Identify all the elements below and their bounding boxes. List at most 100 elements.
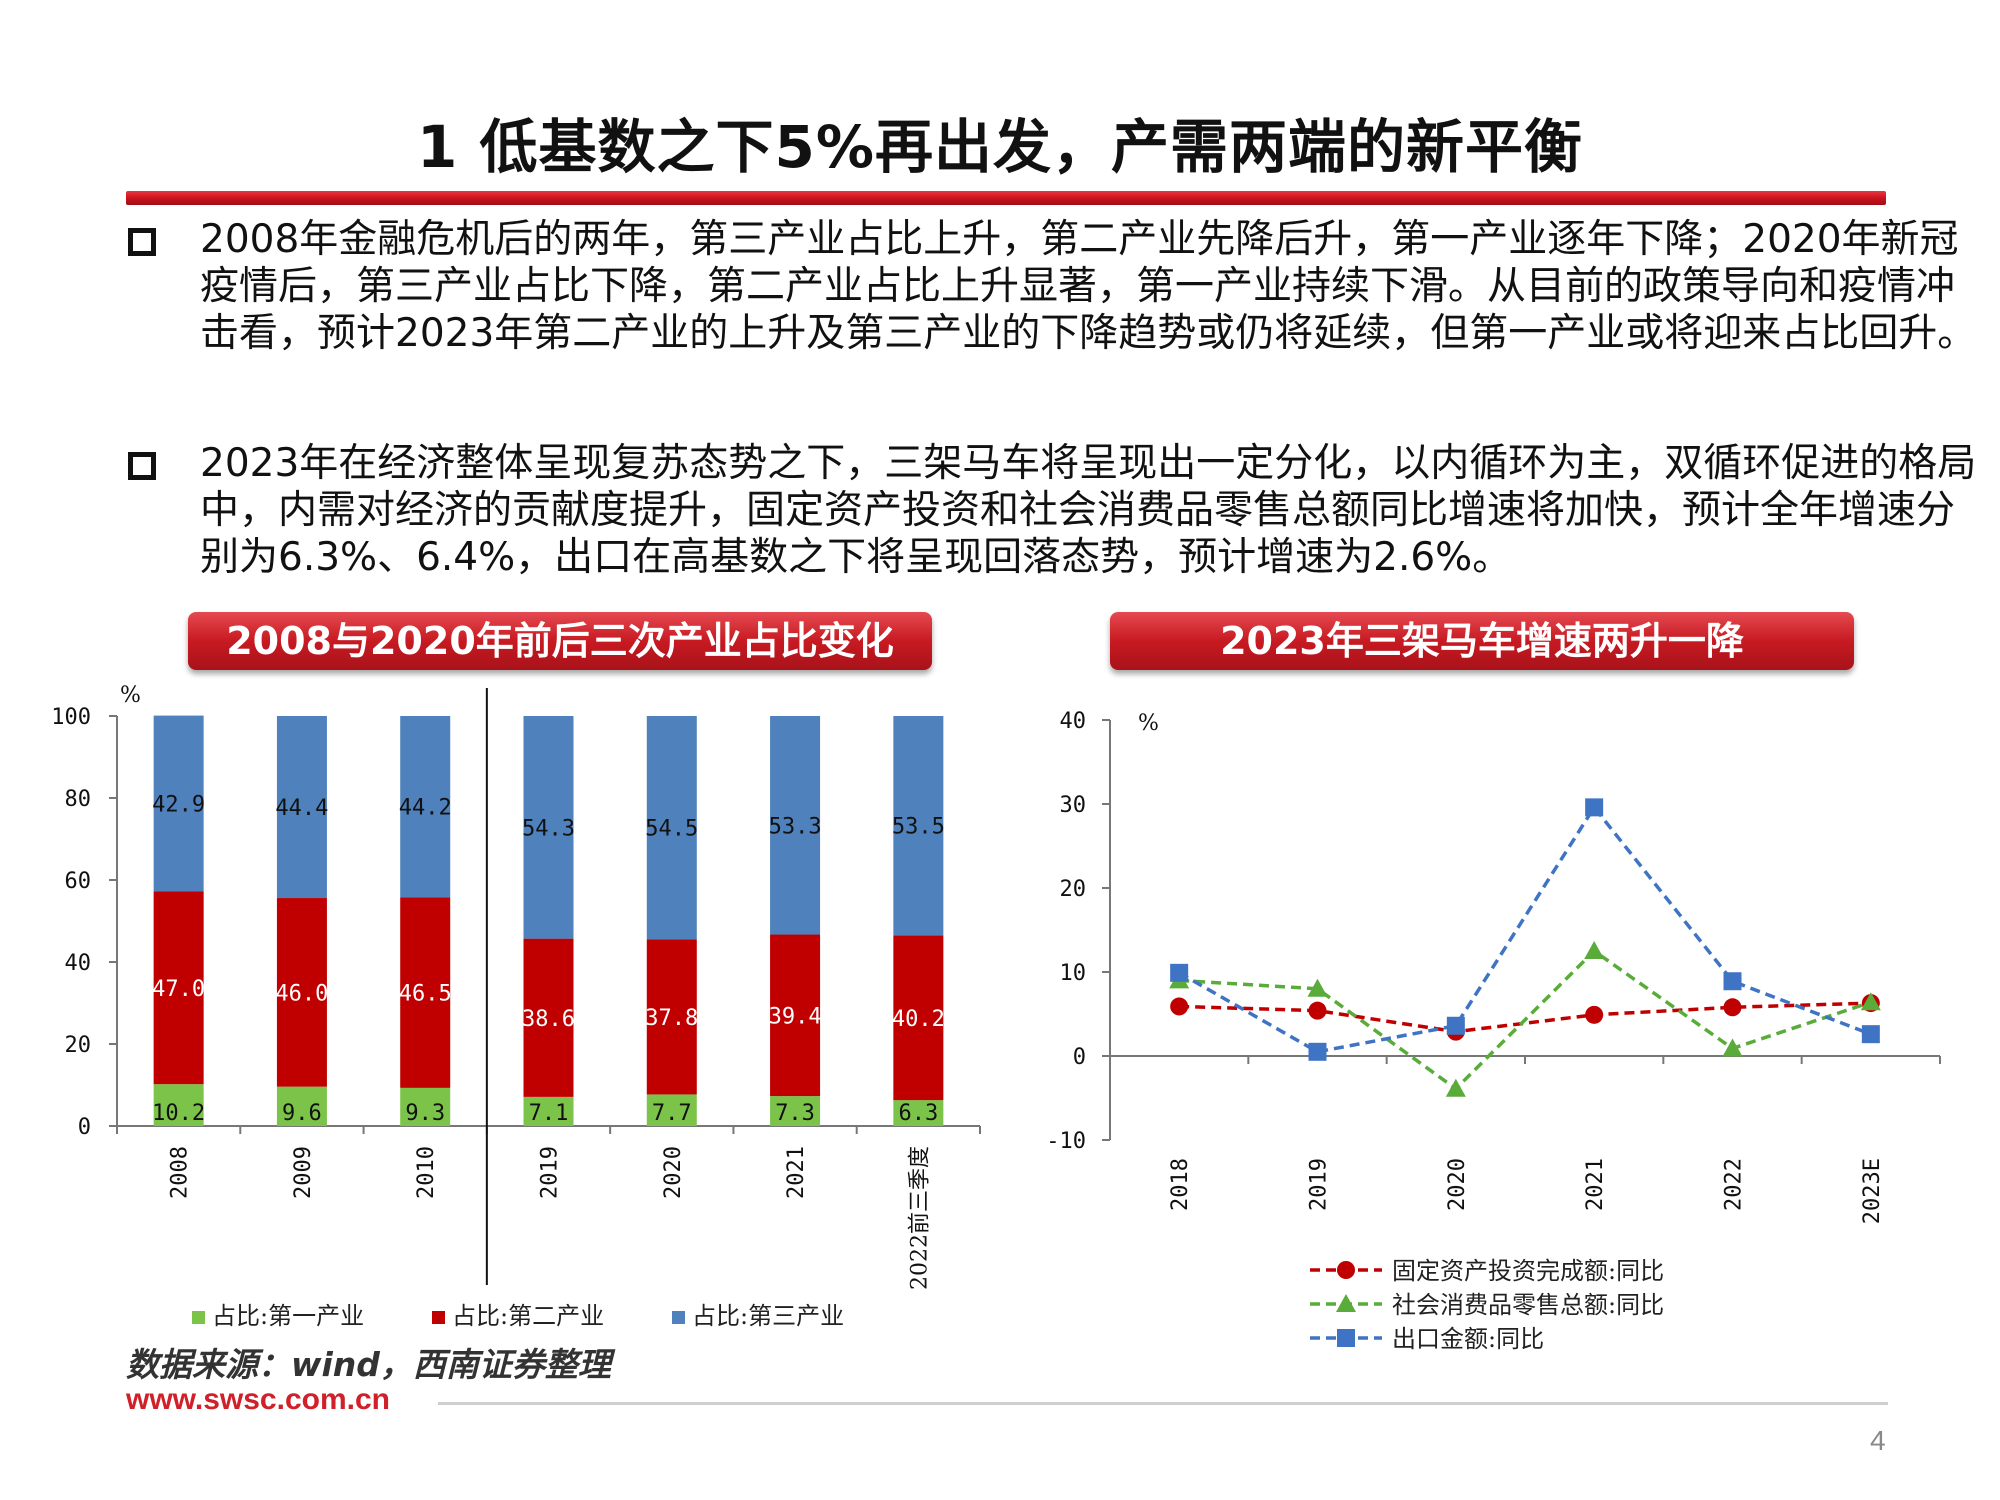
legend-marker: [1336, 1294, 1356, 1312]
bar-segment: [770, 716, 821, 935]
y-tick-label: 20: [65, 1033, 92, 1058]
bullet-text: 2023年在经济整体呈现复苏态势之下，三架马车将呈现出一定分化，以内循环为主，双…: [200, 441, 1977, 580]
bar-segment: [153, 715, 204, 892]
bar-segment: [400, 897, 451, 1088]
x-tick-label: 2010: [414, 1146, 439, 1199]
y-tick-label: 0: [78, 1115, 91, 1140]
series-line: [1179, 948, 1872, 1092]
data-point-marker: [1861, 1025, 1880, 1044]
y-tick-label: 10: [1060, 961, 1087, 986]
data-label: 54.5: [645, 817, 698, 842]
data-point-marker: [1308, 1042, 1327, 1061]
x-tick-label: 2020: [1445, 1158, 1470, 1211]
legend-swatch: [192, 1311, 205, 1324]
legend-swatch: [672, 1311, 685, 1324]
title-underline-bar: [126, 191, 1886, 205]
bar-segment: [400, 716, 451, 898]
x-tick-label: 2021: [1583, 1158, 1608, 1211]
data-label: 46.5: [399, 982, 452, 1007]
bar-segment: [770, 934, 821, 1097]
troika-growth-line-chart: -10 0 10 20 30 40 % 2018 2019 2020 2021 2022 2023E 固定…: [1046, 709, 1941, 1353]
square-bullet-icon: [128, 228, 156, 256]
data-point-marker: [1585, 798, 1604, 817]
x-tick-label: 2021: [784, 1146, 809, 1199]
data-point-marker: [1722, 1038, 1743, 1057]
data-label: 7.3: [775, 1101, 815, 1126]
data-label: 10.2: [152, 1101, 205, 1126]
bar-segment: [893, 935, 944, 1101]
bullet-text: 2008年金融危机后的两年，第三产业占比上升，第二产业先降后升，第一产业逐年下降…: [200, 217, 1977, 356]
bar-segment: [400, 1087, 451, 1126]
data-label: 37.8: [645, 1006, 698, 1031]
data-point-marker: [1584, 941, 1605, 959]
series-line: [1179, 1001, 1871, 1034]
data-point-marker: [1170, 997, 1189, 1016]
data-label: 54.3: [522, 816, 575, 841]
bar-segment: [646, 1094, 697, 1126]
bullet-1: 2008年金融危机后的两年，第三产业占比上升，第二产业先降后升，第一产业逐年下降…: [128, 216, 1976, 406]
square-bullet-icon: [128, 452, 156, 480]
data-point-marker: [1170, 963, 1189, 982]
data-label: 47.0: [152, 977, 205, 1002]
legend-swatch: [432, 1311, 445, 1324]
x-tick-label: 2023E: [1860, 1158, 1885, 1224]
bar-segment: [646, 939, 697, 1095]
data-label: 42.9: [152, 793, 205, 818]
legend-marker: [1337, 1261, 1355, 1279]
legend-label: 占比:第三产业: [692, 1302, 844, 1330]
data-point-marker: [1723, 972, 1742, 991]
data-label: 53.3: [769, 814, 822, 839]
website-link[interactable]: www.swsc.com.cn: [126, 1383, 390, 1416]
bar-segment: [893, 1100, 944, 1126]
bar-segment: [523, 1096, 574, 1126]
y-axis-unit: %: [120, 683, 141, 708]
page-title: 1 低基数之下5%再出发，产需两端的新平衡: [416, 113, 1584, 181]
legend-label: 出口金额:同比: [1392, 1325, 1544, 1353]
data-point-marker: [1446, 1016, 1465, 1035]
data-point-marker: [1307, 978, 1328, 997]
bar-segment: [276, 898, 327, 1087]
data-label: 6.3: [898, 1101, 938, 1126]
bar-segment: [276, 1086, 327, 1126]
industry-share-bar-chart: 0 20 40 60 80 100% 10.2 47.0 42.9 2008 9.6 46.0 44.4…: [51, 683, 981, 1330]
data-point-marker: [1723, 998, 1742, 1017]
bar-segment: [893, 716, 944, 936]
right-chart-title: 2023年三架马车增速两升一降: [1110, 612, 1854, 670]
data-label: 9.6: [282, 1101, 322, 1126]
bar-segment: [276, 716, 327, 899]
legend-label: 社会消费品零售总额:同比: [1392, 1291, 1664, 1319]
bar-segment: [523, 938, 574, 1097]
data-label: 38.6: [522, 1007, 575, 1032]
series-line: [1178, 804, 1872, 1054]
x-tick-label: 2019: [1307, 1158, 1332, 1211]
data-label: 40.2: [892, 1007, 945, 1032]
legend-label: 固定资产投资完成额:同比: [1392, 1257, 1664, 1285]
data-point-marker: [1308, 1001, 1327, 1020]
y-tick-label: 80: [65, 787, 92, 812]
y-tick-label: 60: [65, 869, 92, 894]
y-tick-label: 20: [1060, 877, 1087, 902]
data-label: 39.4: [769, 1004, 822, 1029]
y-axis-unit: %: [1138, 711, 1159, 736]
x-tick-label: 2008: [168, 1146, 193, 1199]
data-label: 7.7: [652, 1101, 692, 1126]
bar-segment: [523, 716, 574, 939]
footer-divider: [438, 1402, 1888, 1405]
x-tick-label: 2022前三季度: [907, 1146, 932, 1290]
data-label: 7.1: [529, 1101, 569, 1126]
y-tick-label: 0: [1073, 1045, 1086, 1070]
legend-label: 占比:第二产业: [452, 1302, 604, 1330]
data-label: 53.5: [892, 815, 945, 840]
x-tick-label: 2009: [291, 1146, 316, 1199]
data-point-marker: [1860, 992, 1881, 1011]
data-point-marker: [1445, 1078, 1466, 1097]
x-tick-label: 2022: [1722, 1158, 1747, 1211]
y-tick-label: 40: [1060, 709, 1087, 734]
data-source: 数据来源：wind，西南证券整理: [126, 1345, 611, 1384]
data-label: 9.3: [405, 1101, 445, 1126]
left-chart-title: 2008与2020年前后三次产业占比变化: [188, 612, 932, 670]
y-tick-label: 100: [51, 705, 91, 730]
x-tick-label: 2019: [538, 1146, 563, 1199]
legend-label: 占比:第一产业: [212, 1302, 364, 1330]
